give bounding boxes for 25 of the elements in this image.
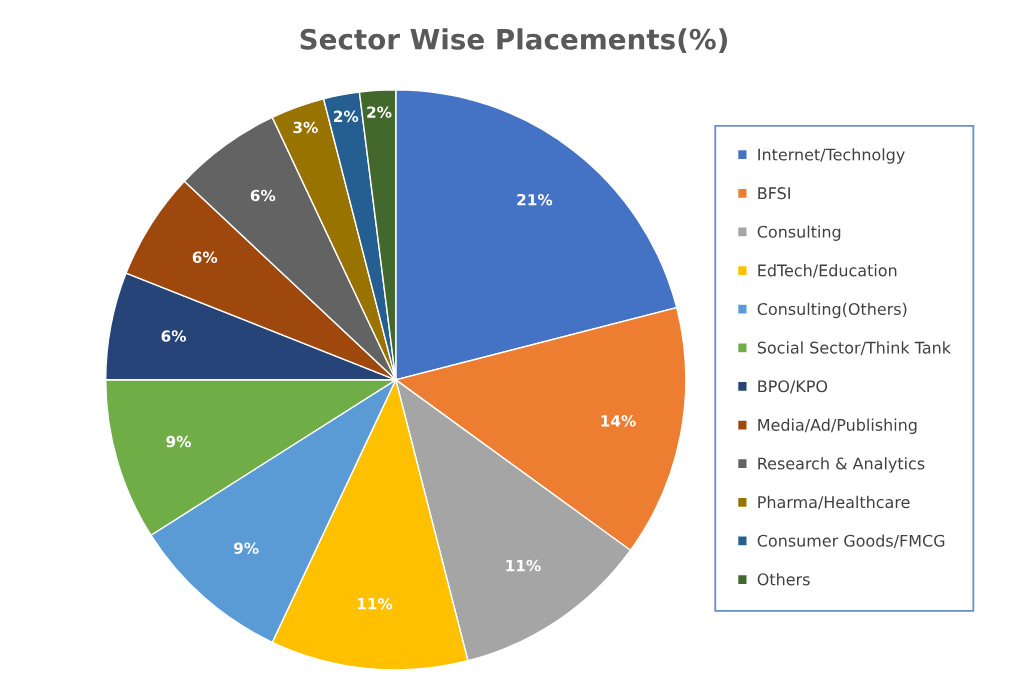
legend-label: Consulting xyxy=(757,225,841,241)
data-label: 6% xyxy=(250,189,276,202)
data-label: 6% xyxy=(192,251,218,264)
data-label: 9% xyxy=(166,435,192,448)
data-label: 2% xyxy=(367,106,392,118)
data-label: 9% xyxy=(233,542,259,554)
data-label: 6% xyxy=(161,330,187,342)
legend-label: Social Sector/Think Tank xyxy=(757,341,951,355)
data-label: 11% xyxy=(357,597,393,610)
legend-label: Pharma/Healthcare xyxy=(758,495,910,510)
data-label: 21% xyxy=(517,193,553,206)
chart-title: Sector Wise Placements(%) xyxy=(300,28,727,54)
data-label: 2% xyxy=(334,110,359,123)
data-label: 3% xyxy=(293,121,318,134)
legend-label: Internet/Technolgy xyxy=(758,148,905,164)
data-label: 11% xyxy=(506,559,541,572)
legend-label: BPO/KPO xyxy=(758,380,828,394)
legend-label: BFSI xyxy=(758,187,790,200)
legend-label: Research & Analytics xyxy=(758,457,925,473)
legend-label: Others xyxy=(757,573,810,586)
legend-label: Consumer Goods/FMCG xyxy=(757,534,945,549)
legend-label: Consulting(Others) xyxy=(757,302,907,319)
legend-label: EdTech/Education xyxy=(758,264,897,278)
data-label: 14% xyxy=(601,415,636,427)
legend-label: Media/Ad/Publishing xyxy=(758,418,917,435)
